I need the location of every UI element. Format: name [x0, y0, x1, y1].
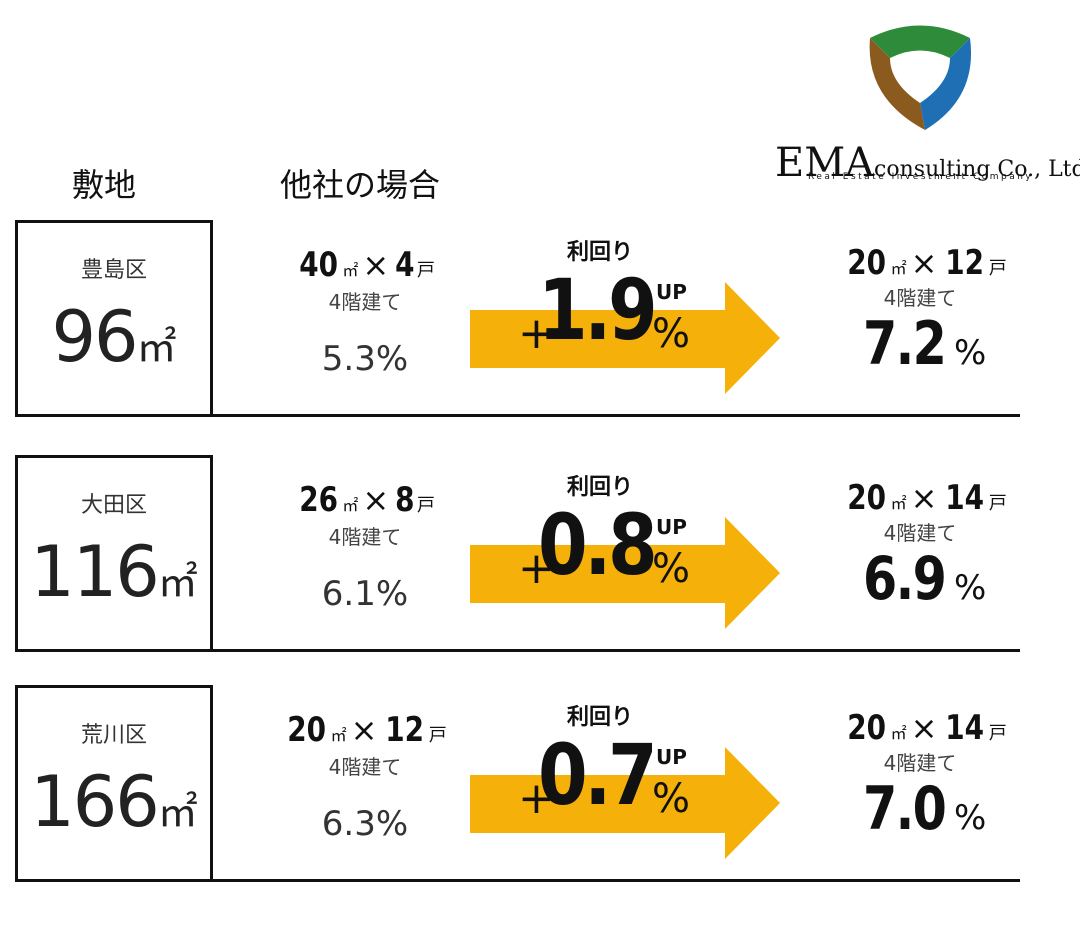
logo-tagline: Real Estate Investment Company	[808, 172, 1034, 182]
site-area: 166㎡	[0, 767, 314, 837]
units: 12	[385, 710, 425, 750]
yield-unit: %	[953, 798, 987, 838]
other-yield: 5.3%	[321, 339, 409, 379]
size: 40	[299, 245, 339, 285]
percent: %	[652, 311, 691, 357]
up-label: 利回り	[566, 240, 633, 265]
times: ×	[910, 479, 938, 517]
times: ×	[910, 709, 938, 747]
up-text: UP	[656, 280, 687, 304]
units-unit: 戸	[416, 495, 435, 516]
floors: 4階建て	[328, 755, 402, 779]
other-yield: 6.1%	[321, 574, 409, 614]
times: ×	[362, 246, 390, 284]
size-line: 20 ㎡ × 12 戸	[165, 713, 565, 747]
row-line	[213, 879, 1020, 882]
floors: 4階建て	[883, 521, 957, 545]
logo-name: EMA	[775, 140, 875, 186]
ward: 大田区	[80, 493, 147, 518]
area-value: 166	[30, 761, 160, 843]
plus: +	[518, 773, 555, 824]
size-unit: ㎡	[330, 726, 347, 745]
units: 8	[395, 480, 415, 520]
yield-value: 6.9	[862, 544, 947, 614]
size-unit: ㎡	[890, 259, 907, 278]
floors: 4階建て	[328, 290, 402, 314]
up-value: 0.8	[538, 496, 658, 594]
size: 20	[847, 243, 887, 283]
percent: %	[652, 776, 691, 822]
site-area: 96㎡	[0, 302, 314, 372]
times: ×	[362, 481, 390, 519]
size: 26	[299, 480, 339, 520]
size-unit: ㎡	[890, 724, 907, 743]
area-unit: ㎡	[157, 790, 198, 836]
units-unit: 戸	[416, 260, 435, 281]
units: 14	[945, 478, 985, 518]
plus: +	[518, 308, 555, 359]
up-label: 利回り	[566, 475, 633, 500]
units-unit: 戸	[428, 725, 447, 746]
arrow	[470, 747, 780, 859]
site-label: 敷地	[72, 166, 137, 204]
times: ×	[350, 711, 378, 749]
size-unit: ㎡	[342, 261, 359, 280]
other-yield: 6.3%	[321, 804, 409, 844]
units-unit: 戸	[988, 493, 1007, 514]
percent: %	[652, 546, 691, 592]
site-area: 116㎡	[0, 537, 314, 607]
row-line	[213, 649, 1020, 652]
site-box	[15, 455, 213, 652]
arrow	[470, 282, 780, 394]
area-unit: ㎡	[157, 560, 198, 606]
site-box	[15, 685, 213, 882]
size: 20	[847, 708, 887, 748]
up-value: 0.7	[538, 726, 658, 824]
area-unit: ㎡	[136, 325, 177, 371]
units: 12	[945, 243, 985, 283]
floors: 4階建て	[883, 751, 957, 775]
area-value: 96	[51, 296, 138, 378]
size-line: 20 ㎡ × 14 戸	[725, 481, 1080, 515]
units: 4	[395, 245, 415, 285]
site-box	[15, 220, 213, 417]
units-unit: 戸	[988, 258, 1007, 279]
size: 20	[847, 478, 887, 518]
our-yield: 7.2%	[720, 314, 1080, 374]
ward: 荒川区	[80, 723, 147, 748]
logo-mark	[869, 25, 972, 130]
plus: +	[518, 543, 555, 594]
times: ×	[910, 244, 938, 282]
size-line: 20 ㎡ × 12 戸	[725, 246, 1080, 280]
floors: 4階建て	[328, 525, 402, 549]
yield-value: 7.2	[862, 309, 947, 379]
up-label: 利回り	[566, 705, 633, 730]
logo-rest: consulting Co., Ltd.	[874, 157, 1080, 182]
up-text: UP	[656, 515, 687, 539]
yield-value: 7.0	[862, 774, 947, 844]
other-label: 他社の場合	[280, 166, 441, 204]
our-yield: 6.9%	[720, 549, 1080, 609]
ward: 豊島区	[80, 258, 147, 283]
size-line: 40 ㎡ × 4 戸	[165, 248, 565, 282]
row-line	[213, 414, 1020, 417]
up-value: 1.9	[538, 261, 658, 359]
size-line: 26 ㎡ × 8 戸	[165, 483, 565, 517]
yield-unit: %	[953, 568, 987, 608]
units: 14	[945, 708, 985, 748]
arrow	[470, 517, 780, 629]
logo-text: EMAconsulting Co., Ltd.	[775, 140, 1080, 186]
up-text: UP	[656, 745, 687, 769]
size-unit: ㎡	[890, 494, 907, 513]
floors: 4階建て	[883, 286, 957, 310]
size-line: 20 ㎡ × 14 戸	[725, 711, 1080, 745]
our-yield: 7.0%	[720, 779, 1080, 839]
area-value: 116	[30, 531, 160, 613]
size-unit: ㎡	[342, 496, 359, 515]
yield-unit: %	[953, 333, 987, 373]
size: 20	[287, 710, 327, 750]
units-unit: 戸	[988, 723, 1007, 744]
